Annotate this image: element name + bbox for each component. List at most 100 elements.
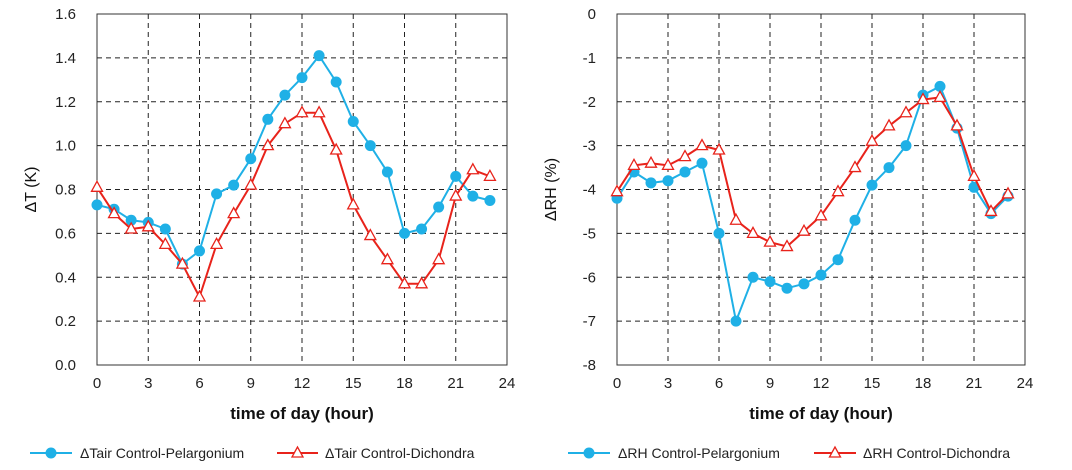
data-point-pelargonium <box>934 80 946 92</box>
data-point-dichondra <box>192 289 207 302</box>
x-tick-label: 6 <box>195 375 203 392</box>
x-tick-label: 15 <box>345 375 362 392</box>
data-point-dichondra <box>483 168 497 181</box>
y-tick-label: 0.0 <box>55 357 76 374</box>
legend-marker-circle <box>45 447 57 459</box>
data-point-pelargonium <box>730 315 742 327</box>
data-point-dichondra <box>899 105 913 118</box>
series-line-pelargonium <box>96 54 491 266</box>
data-point-pelargonium <box>262 113 274 125</box>
data-point-dichondra <box>814 208 828 221</box>
data-point-dichondra <box>175 256 190 269</box>
data-point-dichondra <box>141 219 155 232</box>
right-chart-delta-rh: 0 3 6 9 12 15 18 21 24 -8 -7 -6 -5 -4 -3 -2 -1 0 time of d… <box>543 6 1033 461</box>
data-point-pelargonium <box>279 89 291 101</box>
x-tick-label: 21 <box>447 375 464 392</box>
data-point-dichondra <box>363 228 377 241</box>
x-tick-label: 9 <box>247 375 255 392</box>
data-point-dichondra <box>610 184 624 197</box>
data-point-pelargonium <box>450 170 462 182</box>
legend-label: ΔTair Control-Dichondra <box>325 445 475 461</box>
data-point-pelargonium <box>484 194 496 206</box>
data-point-pelargonium <box>296 72 308 84</box>
data-point-pelargonium <box>645 177 657 189</box>
data-point-dichondra <box>449 188 463 201</box>
data-point-pelargonium <box>381 166 393 178</box>
data-point-pelargonium <box>747 271 759 283</box>
data-point-dichondra <box>466 162 480 175</box>
data-point-pelargonium <box>866 179 878 191</box>
data-point-pelargonium <box>798 278 810 290</box>
data-point-pelargonium <box>883 162 895 174</box>
y-tick-label: 1.6 <box>55 6 76 23</box>
y-tick-label: 0.6 <box>55 225 76 242</box>
data-point-pelargonium <box>91 199 103 211</box>
x-tick-label: 0 <box>93 375 101 392</box>
x-tick-label: 21 <box>966 375 983 392</box>
data-point-dichondra <box>312 105 326 118</box>
data-point-pelargonium <box>416 223 428 235</box>
data-point-dichondra <box>346 197 360 210</box>
data-point-dichondra <box>678 149 692 162</box>
data-point-dichondra <box>432 252 446 265</box>
data-point-dichondra <box>244 177 258 190</box>
data-point-pelargonium <box>330 76 342 88</box>
x-tick-label: 0 <box>613 375 621 392</box>
y-tick-label: -4 <box>583 182 596 199</box>
data-point-dichondra <box>933 90 947 103</box>
y-axis-title: ΔRH (%) <box>543 158 560 221</box>
data-point-dichondra <box>295 105 309 118</box>
data-point-dichondra <box>797 223 811 236</box>
data-point-pelargonium <box>228 179 240 191</box>
data-point-pelargonium <box>781 282 793 294</box>
data-point-pelargonium <box>433 201 445 213</box>
data-point-dichondra <box>627 158 641 171</box>
data-point-dichondra <box>916 92 930 105</box>
x-tick-label: 18 <box>915 375 932 392</box>
legend-marker-triangle <box>828 445 842 458</box>
data-point-dichondra <box>414 276 429 289</box>
data-point-pelargonium <box>313 50 325 62</box>
y-tick-label: 1.0 <box>55 138 76 155</box>
x-tick-label: 12 <box>813 375 830 392</box>
legend-label: ΔRH Control-Pelargonium <box>618 445 780 461</box>
data-point-dichondra <box>90 179 104 192</box>
data-point-dichondra <box>848 160 862 173</box>
y-tick-label: 0 <box>588 6 596 23</box>
data-point-dichondra <box>712 142 726 155</box>
data-point-dichondra <box>984 204 998 217</box>
data-point-pelargonium <box>815 269 827 281</box>
y-tick-label: -3 <box>583 138 596 155</box>
data-point-dichondra <box>107 206 121 219</box>
y-tick-label: -2 <box>583 94 596 111</box>
y-tick-label: 0.2 <box>55 313 76 330</box>
y-tick-label: -7 <box>583 313 596 330</box>
data-point-dichondra <box>950 118 964 131</box>
y-tick-label: 1.2 <box>55 94 76 111</box>
data-point-pelargonium <box>662 175 674 187</box>
data-point-dichondra <box>695 138 709 151</box>
x-tick-label: 24 <box>499 375 516 392</box>
data-point-pelargonium <box>849 214 861 226</box>
y-tick-label: 0.8 <box>55 182 76 199</box>
y-tick-label: 1.4 <box>55 50 76 67</box>
series-line-dichondra <box>616 96 1009 248</box>
data-point-pelargonium <box>696 157 708 169</box>
series-line-dichondra <box>96 111 491 298</box>
data-point-dichondra <box>261 138 275 151</box>
x-tick-label: 3 <box>144 375 152 392</box>
data-point-pelargonium <box>900 140 912 152</box>
data-point-dichondra <box>763 234 777 247</box>
data-point-pelargonium <box>245 153 257 165</box>
data-point-dichondra <box>780 239 794 252</box>
data-point-pelargonium <box>159 223 171 235</box>
legend-marker-triangle <box>290 445 305 458</box>
series-line-pelargonium <box>616 85 1009 323</box>
x-tick-label: 24 <box>1017 375 1034 392</box>
data-point-dichondra <box>882 118 896 131</box>
data-point-dichondra <box>729 212 743 225</box>
x-tick-label: 6 <box>715 375 723 392</box>
data-point-pelargonium <box>211 188 223 200</box>
y-tick-label: -1 <box>583 50 596 67</box>
